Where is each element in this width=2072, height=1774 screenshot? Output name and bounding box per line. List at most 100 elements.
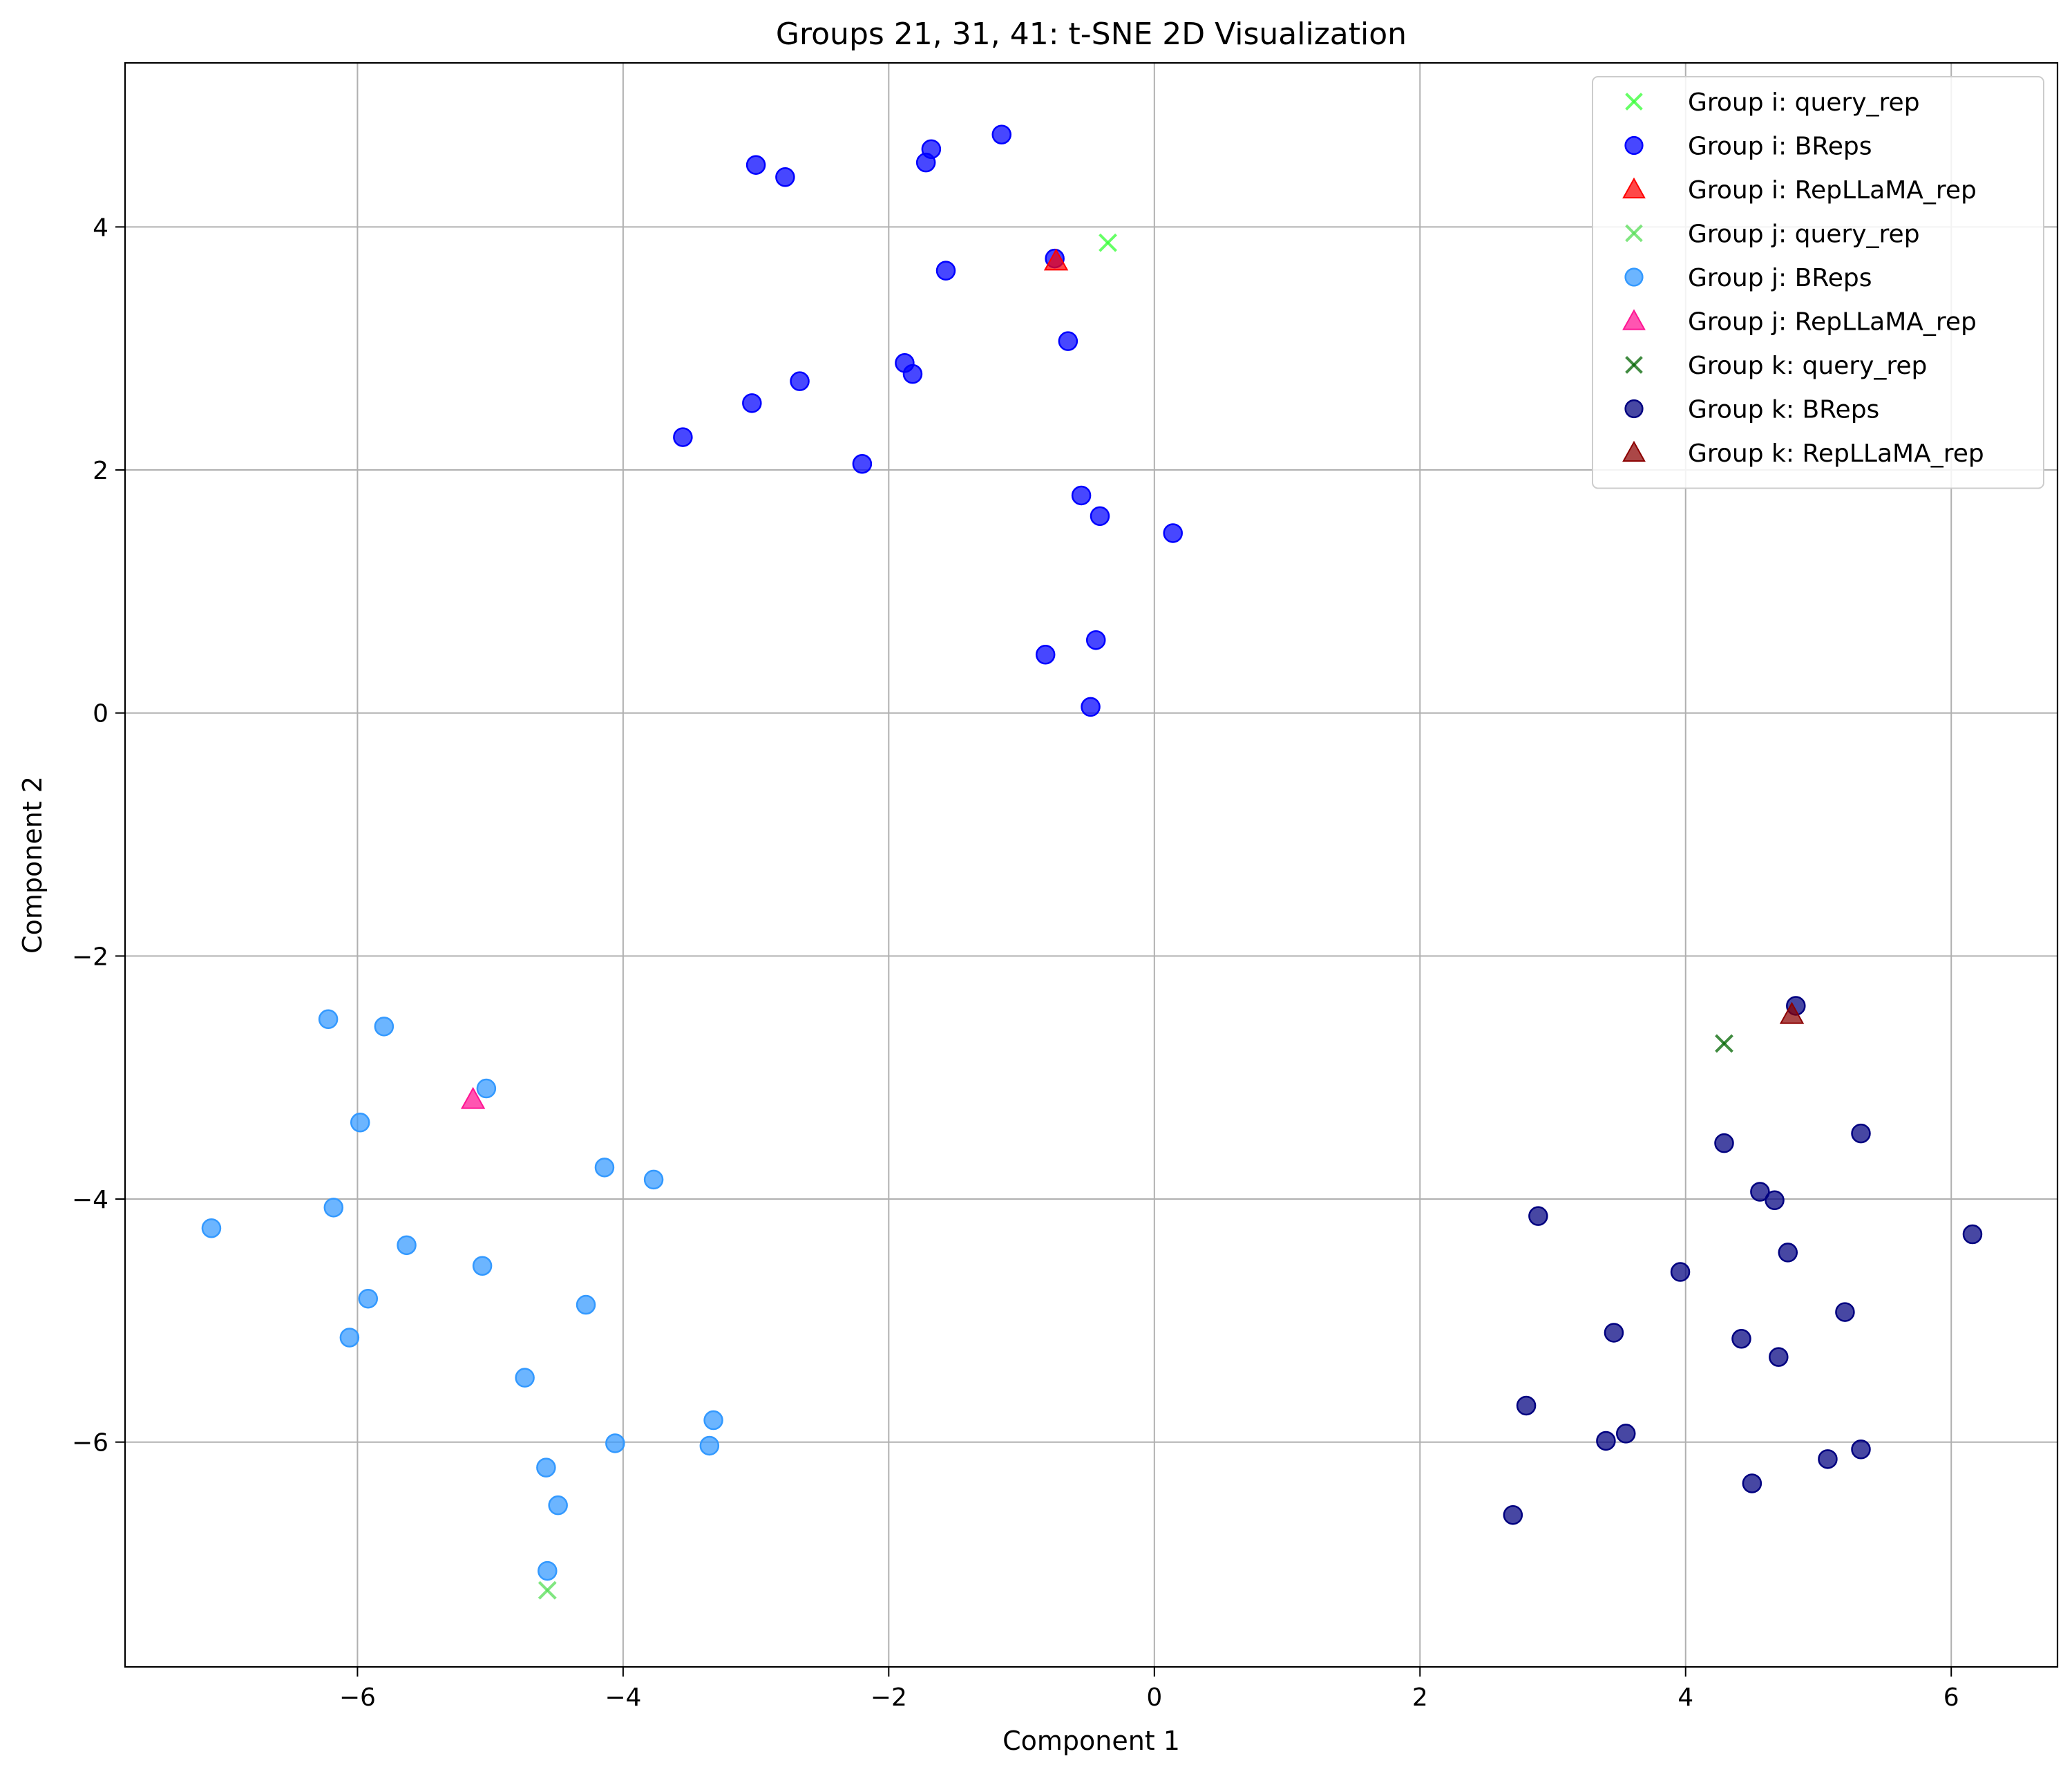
x-tick-label: 0	[1146, 1683, 1162, 1712]
data-point-circle	[852, 454, 873, 474]
data-point-circle	[350, 1113, 370, 1133]
legend: Group i: query_rep Group i: BReps Group i:…	[1592, 76, 2044, 489]
data-point-circle	[1750, 1182, 1770, 1202]
legend-marker-triangle	[1622, 309, 1646, 330]
legend-label: Group k: query_rep	[1688, 352, 1927, 380]
legend-label: Group k: BReps	[1688, 396, 1879, 424]
data-point-circle	[699, 1435, 720, 1456]
data-point-circle	[935, 261, 956, 281]
legend-box	[1592, 76, 2044, 489]
data-point-x	[1099, 233, 1117, 252]
legend-label: Group j: BReps	[1688, 264, 1872, 292]
data-point-circle	[1670, 1262, 1691, 1282]
x-tick-label: −6	[339, 1683, 376, 1712]
x-tick-label: −2	[871, 1683, 907, 1712]
data-point-circle	[201, 1218, 222, 1238]
x-axis-label: Component 1	[1002, 1726, 1180, 1756]
axis-ticks: −6 −4 −2 0 2 4 6 −6 −4 −2 0 2 4	[72, 214, 1959, 1712]
y-axis-label: Component 2	[17, 776, 48, 954]
data-point-circle	[1742, 1473, 1762, 1493]
data-point-circle	[1714, 1133, 1734, 1153]
data-point-circle	[1503, 1504, 1523, 1525]
legend-marker-x	[1625, 356, 1643, 374]
data-point-circle	[1528, 1206, 1548, 1226]
data-point-circle	[397, 1235, 417, 1256]
data-point-circle	[1769, 1347, 1789, 1367]
data-point-circle	[1778, 1243, 1798, 1263]
y-tick-label: 2	[93, 457, 108, 485]
x-tick-label: 2	[1412, 1683, 1428, 1712]
legend-label: Group j: RepLLaMA_rep	[1688, 308, 1977, 337]
legend-marker-triangle	[1622, 440, 1646, 462]
data-point-circle	[1731, 1329, 1751, 1349]
data-point-triangle	[1779, 1001, 1805, 1024]
plot-frame	[124, 62, 2059, 1668]
data-point-circle	[1851, 1123, 1871, 1144]
data-point-circle	[1071, 485, 1092, 506]
legend-marker-circle	[1624, 267, 1644, 287]
data-point-circle	[323, 1198, 344, 1218]
data-point-circle	[775, 167, 795, 187]
data-point-circle	[1962, 1224, 1983, 1245]
x-tick-label: −4	[605, 1683, 641, 1712]
data-point-circle	[594, 1158, 615, 1178]
data-point-circle	[902, 364, 923, 384]
data-point-circle	[673, 427, 693, 447]
x-tick-label: 6	[1943, 1683, 1959, 1712]
data-point-circle	[538, 1560, 558, 1581]
data-point-triangle	[1043, 248, 1069, 271]
data-point-circle	[1765, 1190, 1785, 1211]
y-tick-label: 0	[93, 700, 108, 728]
y-tick-label: −2	[72, 943, 108, 971]
data-points	[201, 124, 1983, 1600]
data-point-circle	[605, 1433, 625, 1453]
data-point-x	[1715, 1034, 1733, 1053]
legend-marker-triangle	[1622, 177, 1646, 199]
legend-label: Group j: query_rep	[1688, 220, 1920, 249]
data-point-circle	[703, 1410, 723, 1431]
data-point-circle	[1090, 506, 1110, 527]
x-tick-label: 4	[1677, 1683, 1693, 1712]
legend-marker-x	[1625, 93, 1643, 111]
data-point-circle	[742, 393, 762, 413]
legend-label: Group i: BReps	[1688, 133, 1872, 161]
data-point-circle	[358, 1288, 379, 1309]
legend-label: Group i: RepLLaMA_rep	[1688, 176, 1977, 205]
data-point-circle	[476, 1078, 497, 1099]
data-point-circle	[790, 371, 810, 391]
legend-label: Group i: query_rep	[1688, 88, 1920, 117]
data-point-circle	[1596, 1431, 1616, 1451]
chart-title: Groups 21, 31, 41: t-SNE 2D Visualizatio…	[776, 17, 1407, 52]
data-point-circle	[745, 155, 766, 175]
legend-label: Group k: RepLLaMA_rep	[1688, 440, 1984, 468]
data-point-circle	[915, 152, 936, 173]
data-point-circle	[1818, 1449, 1838, 1469]
y-tick-label: −6	[72, 1429, 108, 1457]
data-point-circle	[991, 124, 1011, 144]
data-point-circle	[536, 1457, 556, 1478]
data-point-circle	[576, 1294, 596, 1315]
data-point-circle	[318, 1009, 339, 1030]
data-point-circle	[339, 1328, 360, 1348]
y-tick-label: −4	[72, 1186, 108, 1214]
data-point-circle	[1163, 523, 1183, 543]
y-tick-label: 4	[93, 214, 108, 242]
data-point-circle	[1081, 697, 1101, 717]
data-point-circle	[1851, 1440, 1871, 1460]
data-point-circle	[374, 1017, 395, 1037]
data-point-circle	[1058, 331, 1078, 351]
legend-marker-x	[1625, 224, 1643, 243]
data-point-circle	[515, 1368, 535, 1388]
data-point-circle	[1516, 1395, 1537, 1416]
legend-marker-circle	[1624, 135, 1644, 155]
data-point-circle	[548, 1495, 568, 1516]
data-point-circle	[1085, 630, 1106, 650]
legend-marker-circle	[1624, 399, 1644, 419]
data-point-circle	[643, 1169, 664, 1190]
data-point-circle	[1035, 645, 1056, 665]
data-point-circle	[1835, 1302, 1855, 1322]
data-point-triangle	[460, 1086, 486, 1109]
data-point-x	[538, 1580, 557, 1600]
